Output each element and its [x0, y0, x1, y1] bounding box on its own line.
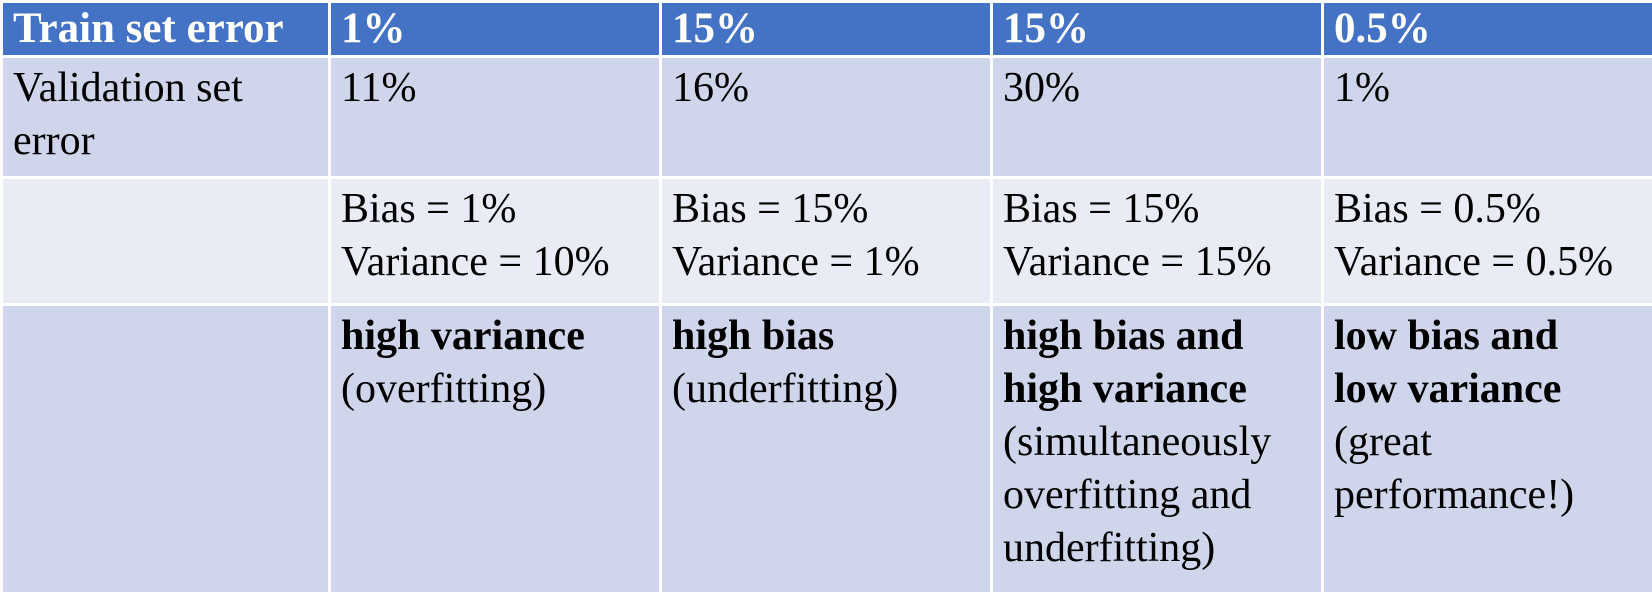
diagnosis-cell: high variance (overfitting) [328, 303, 662, 595]
validation-error-label: Validation set error [0, 55, 331, 179]
train-error-value: 15% [659, 0, 993, 58]
diagnosis-row: high variance (overfitting) high bias (u… [0, 303, 1652, 595]
validation-error-value: 16% [659, 55, 993, 179]
diagnosis-note: (underfitting) [672, 366, 899, 412]
bias-variance-cell: Bias = 1% Variance = 10% [328, 176, 662, 306]
diagnosis-cell: low bias and low variance (great perform… [1321, 303, 1652, 595]
bias-value: Bias = 0.5% [1334, 186, 1541, 232]
train-error-value: 0.5% [1321, 0, 1652, 58]
bias-variance-cell: Bias = 15% Variance = 1% [659, 176, 993, 306]
empty-label-cell [0, 303, 331, 595]
diagnosis-note: (overfitting) [341, 366, 547, 412]
label-line: Validation set [13, 65, 243, 111]
variance-value: Variance = 10% [341, 239, 610, 285]
diagnosis-note: performance!) [1334, 472, 1575, 518]
label-line: error [13, 118, 95, 164]
bias-variance-cell: Bias = 0.5% Variance = 0.5% [1321, 176, 1652, 306]
variance-value: Variance = 0.5% [1334, 239, 1614, 285]
bias-value: Bias = 15% [1003, 186, 1200, 232]
train-error-row: Train set error 1% 15% 15% 0.5% [0, 0, 1652, 58]
diagnosis-title: low bias and [1334, 313, 1559, 359]
bias-value: Bias = 1% [341, 186, 517, 232]
bias-value: Bias = 15% [672, 186, 869, 232]
variance-value: Variance = 1% [672, 239, 920, 285]
diagnosis-cell: high bias (underfitting) [659, 303, 993, 595]
diagnosis-note: overfitting and [1003, 472, 1252, 518]
diagnosis-note: underfitting) [1003, 525, 1216, 571]
diagnosis-title: high bias and [1003, 313, 1244, 359]
diagnosis-note: (great [1334, 419, 1432, 465]
bias-variance-cell: Bias = 15% Variance = 15% [990, 176, 1324, 306]
diagnosis-title: low variance [1334, 366, 1562, 412]
validation-error-value: 11% [328, 55, 662, 179]
empty-label-cell [0, 176, 331, 306]
variance-value: Variance = 15% [1003, 239, 1272, 285]
train-error-value: 15% [990, 0, 1324, 58]
validation-error-value: 1% [1321, 55, 1652, 179]
diagnosis-title: high variance [1003, 366, 1247, 412]
diagnosis-title: high bias [672, 313, 835, 359]
bias-variance-row: Bias = 1% Variance = 10% Bias = 15% Vari… [0, 176, 1652, 306]
diagnosis-title: high variance [341, 313, 585, 359]
train-error-label: Train set error [0, 0, 331, 58]
validation-error-row: Validation set error 11% 16% 30% 1% [0, 55, 1652, 179]
train-error-value: 1% [328, 0, 662, 58]
validation-error-value: 30% [990, 55, 1324, 179]
diagnosis-note: (simultaneously [1003, 419, 1272, 465]
diagnosis-cell: high bias and high variance (simultaneou… [990, 303, 1324, 595]
